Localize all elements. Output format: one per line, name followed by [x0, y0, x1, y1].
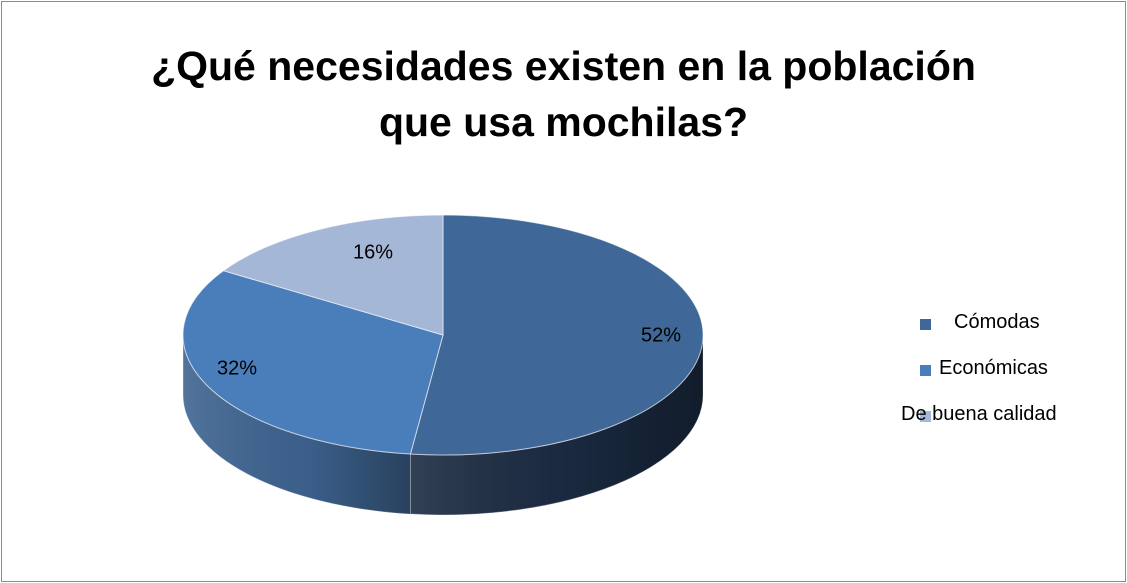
pie-side-shade-economicas [183, 335, 411, 515]
data-label-economicas: 32% [217, 357, 257, 379]
chart-title: ¿Qué necesidades existen en la población… [0, 38, 1127, 150]
chart-title-line-2: que usa mochilas? [378, 99, 749, 145]
pie-slice-economicas [182, 270, 444, 455]
legend-label-comodas: Cómodas [954, 311, 1040, 333]
pie-slice-comodas [409, 214, 704, 456]
pie-tops [182, 214, 704, 456]
chart-title-line-1: ¿Qué necesidades existen en la población [151, 43, 976, 89]
legend-label-de-buena-calidad: De buena calidad [901, 403, 1057, 425]
legend-swatch-economicas [920, 365, 931, 376]
pie-side-shade-comodas [410, 335, 703, 515]
data-label-de-buena-calidad: 16% [353, 241, 393, 263]
pie-data-labels: 52% 32% 16% [217, 241, 681, 379]
data-label-comodas: 52% [641, 324, 681, 346]
legend-label-economicas: Económicas [939, 357, 1048, 379]
legend-swatch-de-buena-calidad [920, 411, 931, 422]
legend-swatch-comodas [920, 319, 931, 330]
pie-slice-de-buena-calidad [222, 214, 444, 336]
